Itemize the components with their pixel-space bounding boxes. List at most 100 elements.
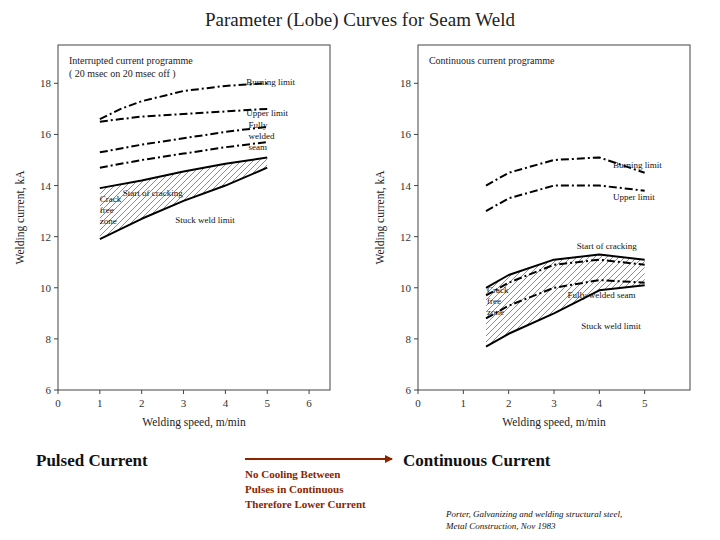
bottom-label: Pulsed Current xyxy=(36,451,148,470)
x-tick-label: 1 xyxy=(461,397,467,409)
y-tick xyxy=(54,390,58,391)
text-line: ( 20 msec on 20 msec off ) xyxy=(69,68,176,80)
y-tick xyxy=(54,338,58,339)
x-tick xyxy=(599,390,600,394)
text-line: Fully welded seam xyxy=(568,290,636,300)
annotation: Upper limit xyxy=(246,108,288,118)
x-tick xyxy=(141,390,142,394)
x-tick xyxy=(267,390,268,394)
annotation: Crackfreezone xyxy=(487,285,509,317)
y-tick-label: 8 xyxy=(46,333,52,345)
arrow xyxy=(245,458,392,460)
text-line: zone xyxy=(487,307,504,317)
y-tick xyxy=(414,236,418,237)
x-tick xyxy=(99,390,100,394)
x-tick xyxy=(183,390,184,394)
y-tick-label: 16 xyxy=(40,128,52,140)
x-tick xyxy=(554,390,555,394)
annotation: Crackfreezone xyxy=(100,194,122,226)
x-tick xyxy=(309,390,310,394)
panel-title: Continuous current programme xyxy=(429,55,555,66)
series-line xyxy=(486,255,645,288)
series-line xyxy=(100,127,267,153)
text-line: Upper limit xyxy=(613,192,655,202)
y-tick xyxy=(54,83,58,84)
y-tick-label: 18 xyxy=(40,77,52,89)
text-line: welded xyxy=(248,131,274,141)
text-line: Continuous current programme xyxy=(429,55,555,66)
annotation: Fullyweldedseam xyxy=(248,120,274,152)
data-group xyxy=(100,83,267,239)
y-axis-label: Welding current, kA xyxy=(374,170,387,265)
text-line: Crack xyxy=(100,194,122,204)
text-line: Start of cracking xyxy=(123,188,183,198)
reference: Porter, Galvanizing and welding structur… xyxy=(445,509,622,531)
x-tick xyxy=(225,390,226,394)
series-line xyxy=(486,280,645,318)
series-line xyxy=(100,142,267,168)
y-tick-label: 16 xyxy=(400,128,412,140)
hatched-zone xyxy=(486,255,645,347)
y-tick-label: 12 xyxy=(40,231,51,243)
x-tick-label: 0 xyxy=(415,397,421,409)
text-line: Crack xyxy=(487,285,509,295)
x-tick-label: 2 xyxy=(139,397,145,409)
annotation: Burning limit xyxy=(246,77,295,87)
y-tick xyxy=(54,185,58,186)
text-line: Pulsed Current xyxy=(36,451,148,470)
x-tick-label: 5 xyxy=(642,397,648,409)
annotation: Start of cracking xyxy=(123,188,183,198)
text-line: Start of cracking xyxy=(577,241,637,251)
x-tick-label: 2 xyxy=(506,397,512,409)
y-tick-label: 12 xyxy=(400,231,411,243)
x-tick-label: 0 xyxy=(55,397,61,409)
plot-background xyxy=(418,45,690,390)
panel: 012345681012141618Welding speed, m/minWe… xyxy=(374,45,690,429)
text-line: free xyxy=(100,205,114,215)
y-tick xyxy=(414,83,418,84)
x-tick-label: 6 xyxy=(306,397,312,409)
y-tick xyxy=(54,236,58,237)
x-tick-label: 3 xyxy=(551,397,557,409)
x-axis-label: Welding speed, m/min xyxy=(142,416,246,429)
text-line: Metal Construction, Nov 1983 xyxy=(445,521,556,531)
plot-frame xyxy=(418,45,690,390)
x-tick-label: 3 xyxy=(181,397,187,409)
x-axis-label: Welding speed, m/min xyxy=(502,416,606,429)
y-tick-label: 8 xyxy=(406,333,412,345)
plot-background xyxy=(58,45,330,390)
data-group xyxy=(486,157,645,346)
y-tick xyxy=(54,287,58,288)
x-tick xyxy=(463,390,464,394)
text-line: Burning limit xyxy=(613,160,662,170)
figure-title: Parameter (Lobe) Curves for Seam Weld xyxy=(205,9,515,31)
y-tick-label: 6 xyxy=(406,384,412,396)
text-line: Interrupted current programme xyxy=(69,55,193,66)
text-line: Continuous Current xyxy=(403,451,551,470)
y-tick-label: 6 xyxy=(46,384,52,396)
annotation: Upper limit xyxy=(613,192,655,202)
y-tick xyxy=(54,134,58,135)
series-line xyxy=(100,168,267,240)
series-line xyxy=(100,109,267,122)
y-tick-label: 14 xyxy=(40,180,52,192)
annotation: Start of cracking xyxy=(577,241,637,251)
annotation: Fully welded seam xyxy=(568,290,636,300)
x-tick xyxy=(644,390,645,394)
x-tick xyxy=(508,390,509,394)
y-axis-label: Welding current, kA xyxy=(14,170,27,265)
text-line: Stuck weld limit xyxy=(175,215,235,225)
series-line xyxy=(100,157,267,188)
text-line: free xyxy=(487,296,501,306)
hatched-zone xyxy=(100,157,267,239)
y-tick-label: 18 xyxy=(400,77,412,89)
annotation: Stuck weld limit xyxy=(581,321,641,331)
x-tick-label: 4 xyxy=(223,397,229,409)
y-tick xyxy=(414,338,418,339)
x-tick-label: 4 xyxy=(597,397,603,409)
y-tick xyxy=(414,390,418,391)
y-tick-label: 10 xyxy=(40,282,52,294)
y-tick-label: 14 xyxy=(400,180,412,192)
text-line: Stuck weld limit xyxy=(581,321,641,331)
text-line: No Cooling Between xyxy=(245,468,340,480)
